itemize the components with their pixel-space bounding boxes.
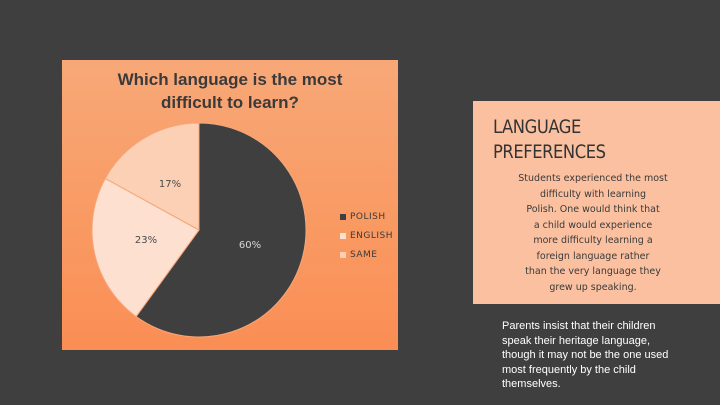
info-card-title-line-1: LANGUAGE xyxy=(493,116,581,138)
info-card-body-line-8: grew up speaking. xyxy=(549,281,637,293)
info-card: LANGUAGE PREFERENCES Students experience… xyxy=(473,101,720,304)
chart-title-line-2: difficult to learn? xyxy=(161,93,299,112)
info-card-body-line-5: more difficulty learning a xyxy=(533,235,653,246)
legend-label-same: SAME xyxy=(350,249,378,260)
note-line-3: though it may not be the one used xyxy=(502,349,669,361)
data-label-english: 23% xyxy=(135,235,157,246)
info-card-title-line-2: PREFERENCES xyxy=(493,141,606,163)
pie-chart: 60% 23% 17% xyxy=(91,122,307,338)
legend-swatch-english xyxy=(340,232,346,239)
legend-label-english: ENGLISH xyxy=(350,230,394,241)
legend-item-same: SAME xyxy=(340,245,393,264)
legend-swatch-same xyxy=(340,251,346,258)
note-line-5: themselves. xyxy=(502,378,561,390)
info-card-body-line-7: than the very language they xyxy=(525,266,661,277)
chart-title: Which language is the most difficult to … xyxy=(62,68,398,114)
pie-slice-english xyxy=(91,177,200,318)
info-card-body-line-3: Polish. One would think that xyxy=(526,204,660,215)
note-line-2: speak their heritage language, xyxy=(502,334,650,347)
info-card-body-line-2: difficulty with learning xyxy=(539,188,647,200)
pie-slice-same xyxy=(104,122,200,231)
data-label-same: 17% xyxy=(159,179,181,190)
chart-panel: 60% 23% 17% Which language is the most dif… xyxy=(62,60,398,350)
legend-item-english: ENGLISH xyxy=(340,226,393,245)
info-card-body-line-6: foreign language rather xyxy=(536,250,650,262)
pie-slice-polish xyxy=(135,122,307,338)
info-card-body-line-1: Students experienced the most xyxy=(518,173,668,184)
note-line-1: Parents insist that their children xyxy=(502,320,656,332)
info-card-body-line-4: a child would experience xyxy=(533,219,653,231)
note-line-4: most frequently by the child xyxy=(502,363,636,376)
data-label-polish: 60% xyxy=(239,240,261,251)
note-text: Parents insist that their children speak… xyxy=(502,319,702,392)
chart-legend: POLISH ENGLISH SAME xyxy=(340,207,393,264)
chart-title-line-1: Which language is the most xyxy=(117,70,343,89)
legend-label-polish: POLISH xyxy=(350,211,386,222)
info-card-title: LANGUAGE PREFERENCES xyxy=(493,115,665,165)
legend-item-polish: POLISH xyxy=(340,207,393,226)
legend-swatch-polish xyxy=(340,213,346,220)
info-card-body: Students experienced the most difficulty… xyxy=(507,171,679,295)
